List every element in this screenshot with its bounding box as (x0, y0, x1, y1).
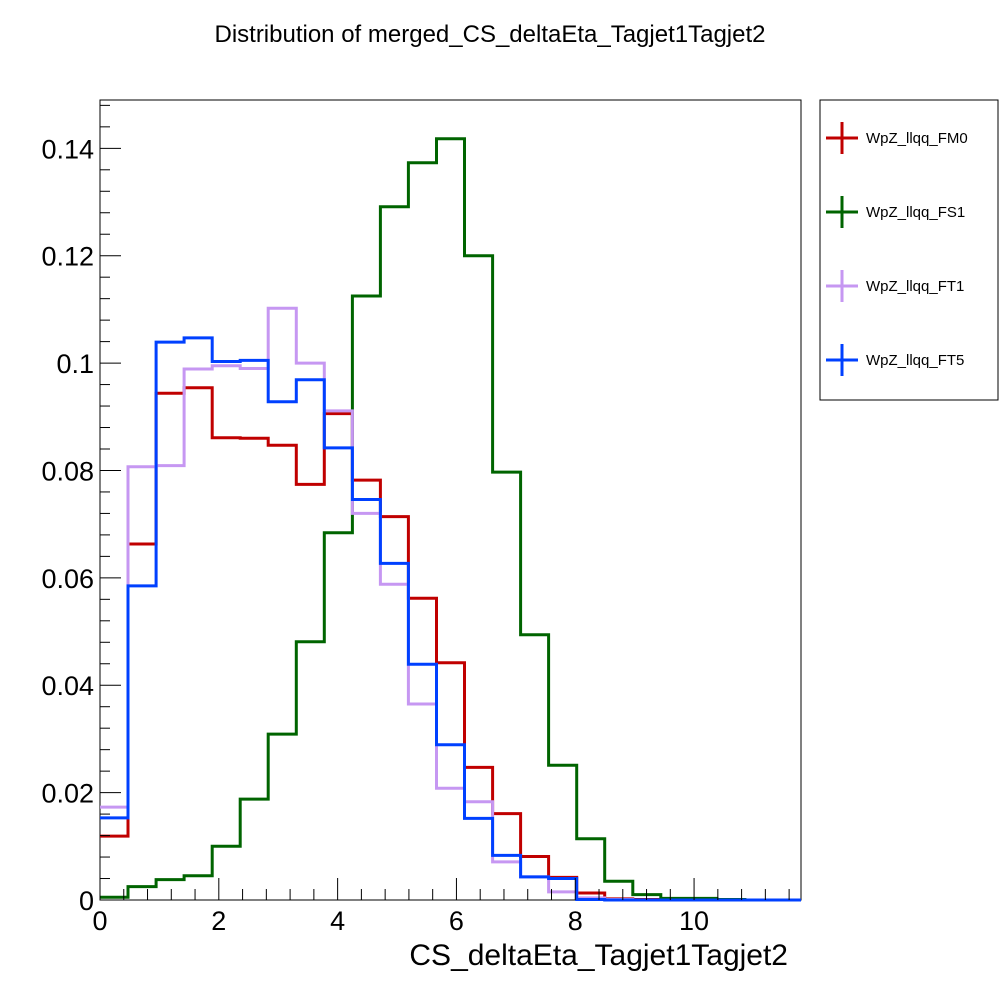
chart-title: Distribution of merged_CS_deltaEta_Tagje… (214, 21, 765, 48)
x-axis-label: CS_deltaEta_Tagjet1Tagjet2 (409, 939, 788, 972)
legend-box (819, 99, 999, 401)
histogram-series-group (100, 137, 801, 902)
x-tick-label: 0 (92, 906, 107, 936)
legend: WpZ_llqq_FM0 WpZ_llqq_FS1 WpZ_llqq_FT1 WpZ_… (819, 99, 999, 401)
legend-label: WpZ_llqq_FT1 (866, 278, 964, 295)
y-tick-label: 0.1 (56, 349, 94, 379)
series-line-WpZ_llqq_FS1 (100, 137, 801, 902)
y-tick-label: 0.12 (41, 242, 94, 272)
x-tick-label: 8 (568, 906, 583, 936)
y-tick-label: 0.06 (41, 564, 94, 594)
y-tick-label: 0.14 (41, 134, 94, 164)
legend-label: WpZ_llqq_FT5 (866, 352, 964, 369)
x-tick-label: 10 (679, 906, 709, 936)
y-tick-label: 0.08 (41, 456, 94, 486)
series-line-WpZ_llqq_FT5 (100, 336, 801, 902)
y-tick-label: 0.02 (41, 779, 94, 809)
legend-label: WpZ_llqq_FM0 (866, 130, 968, 147)
legend-label: WpZ_llqq_FS1 (866, 204, 965, 221)
plot-frame (99, 99, 802, 901)
y-tick-label: 0 (79, 886, 94, 916)
y-tick-label: 0.04 (41, 671, 94, 701)
x-tick-label: 2 (211, 906, 226, 936)
x-tick-label: 6 (449, 906, 464, 936)
axes: 0 2 4 6 8 10 0 0.02 0.04 0.06 0.08 0.1 0.12 0.14 (41, 104, 790, 936)
legend-items: WpZ_llqq_FM0 WpZ_llqq_FS1 WpZ_llqq_FT1 WpZ_… (826, 122, 968, 376)
x-tick-label: 4 (330, 906, 345, 936)
